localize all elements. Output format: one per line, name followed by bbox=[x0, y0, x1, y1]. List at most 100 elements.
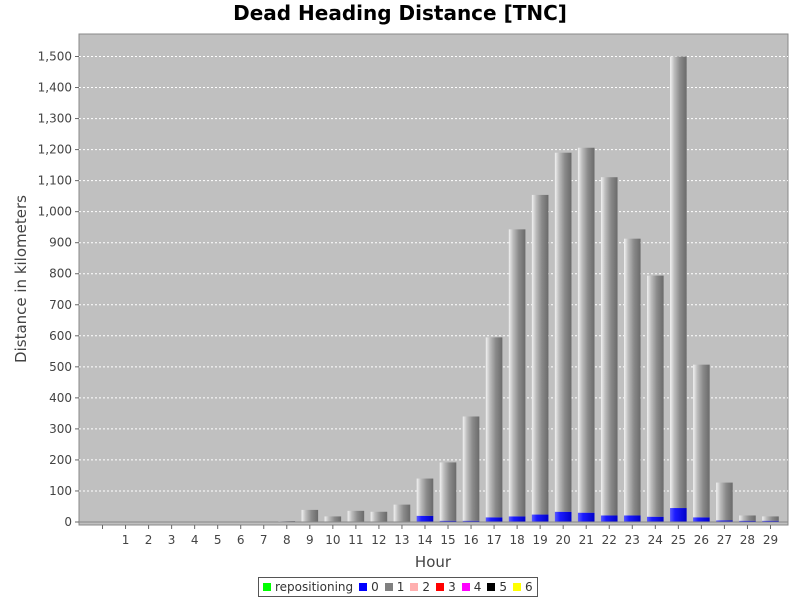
x-tick-label: 27 bbox=[717, 533, 732, 547]
legend-swatch bbox=[487, 583, 496, 591]
y-tick-label: 1,500 bbox=[38, 50, 72, 64]
bar-1-10 bbox=[324, 516, 342, 522]
y-tick-label: 700 bbox=[49, 298, 72, 312]
y-tick-label: 400 bbox=[49, 391, 72, 405]
bar-1-23 bbox=[623, 238, 641, 516]
bar-1-21 bbox=[577, 147, 595, 513]
y-tick-label: 200 bbox=[49, 453, 72, 467]
legend-swatch bbox=[359, 583, 368, 591]
legend-label: 6 bbox=[524, 580, 533, 594]
x-tick-label: 9 bbox=[306, 533, 314, 547]
x-tick-label: 8 bbox=[283, 533, 291, 547]
y-tick-label: 300 bbox=[49, 422, 72, 436]
bar-1-20 bbox=[554, 152, 572, 512]
x-tick-label: 1 bbox=[122, 533, 130, 547]
bar-1-22 bbox=[600, 177, 618, 516]
plot-area bbox=[78, 33, 789, 526]
y-axis: 0 100 200 300 400 500 600 700 800 900 1,000 1,100 1,… bbox=[38, 50, 79, 529]
y-tick-label: 500 bbox=[49, 360, 72, 374]
bar-1-27 bbox=[716, 482, 733, 521]
bar-1-24 bbox=[647, 275, 664, 517]
bar-1-18 bbox=[508, 229, 526, 517]
bar-0-21 bbox=[577, 512, 595, 522]
x-axis-label: Hour bbox=[415, 553, 452, 571]
x-tick-label: 21 bbox=[579, 533, 594, 547]
bar-0-14 bbox=[416, 515, 434, 522]
bar-0-18 bbox=[508, 516, 526, 522]
y-tick-label: 1,000 bbox=[38, 205, 72, 219]
legend-swatch bbox=[410, 583, 419, 591]
x-tick-label: 18 bbox=[509, 533, 524, 547]
legend-item-5: 5 bbox=[487, 580, 507, 594]
bar-0-24 bbox=[647, 516, 664, 522]
bar-0-19 bbox=[531, 514, 549, 522]
bar-0-27 bbox=[716, 520, 733, 522]
bar-0-15 bbox=[439, 520, 457, 522]
bar-1-8 bbox=[278, 521, 296, 522]
y-tick-label: 800 bbox=[49, 267, 72, 281]
x-tick-label: 12 bbox=[371, 533, 386, 547]
x-tick-label: 29 bbox=[763, 533, 778, 547]
bar-1-12 bbox=[370, 511, 388, 522]
x-tick-label: 19 bbox=[533, 533, 548, 547]
legend-label: 2 bbox=[422, 580, 431, 594]
bars bbox=[278, 56, 779, 523]
bar-1-11 bbox=[347, 510, 365, 522]
y-tick-label: 600 bbox=[49, 329, 72, 343]
bar-0-29 bbox=[762, 520, 779, 522]
legend-label: 4 bbox=[473, 580, 482, 594]
x-tick-label: 26 bbox=[694, 533, 709, 547]
x-tick-label: 28 bbox=[740, 533, 755, 547]
legend-item-1: 1 bbox=[384, 580, 405, 594]
x-tick-label: 22 bbox=[602, 533, 617, 547]
y-tick-label: 900 bbox=[49, 236, 72, 250]
chart-title: Dead Heading Distance [TNC] bbox=[233, 1, 567, 25]
bar-1-9 bbox=[301, 509, 319, 522]
legend-swatch bbox=[436, 583, 445, 591]
y-tick-label: 0 bbox=[64, 515, 72, 529]
x-tick-label: 4 bbox=[191, 533, 199, 547]
x-axis: 1 2 3 4 5 6 7 8 9 10 11 12 13 14 15 16 17 18 19 20 21 22 23 24 2… bbox=[79, 521, 788, 547]
legend-swatch bbox=[384, 583, 393, 591]
legend-swatch bbox=[512, 583, 521, 591]
y-axis-label: Distance in kilometers bbox=[12, 195, 30, 363]
bar-1-17 bbox=[485, 337, 503, 518]
y-tick-label: 1,200 bbox=[38, 143, 72, 157]
legend-item-2: 2 bbox=[410, 580, 430, 594]
y-tick-label: 100 bbox=[49, 484, 72, 498]
legend-label: 5 bbox=[499, 580, 507, 594]
bar-1-19 bbox=[531, 194, 549, 515]
x-tick-label: 23 bbox=[625, 533, 640, 547]
bar-0-20 bbox=[554, 511, 572, 522]
x-tick-label: 14 bbox=[417, 533, 432, 547]
x-tick-label: 15 bbox=[440, 533, 455, 547]
legend-swatch bbox=[263, 583, 271, 591]
legend-item-repositioning: repositioning bbox=[263, 580, 353, 594]
x-tick-label: 17 bbox=[486, 533, 501, 547]
x-tick-label: 24 bbox=[648, 533, 663, 547]
bar-1-15 bbox=[439, 462, 457, 521]
x-tick-label: 11 bbox=[348, 533, 363, 547]
bar-0-25 bbox=[670, 508, 687, 522]
legend-item-4: 4 bbox=[461, 580, 482, 594]
bar-1-13 bbox=[393, 504, 411, 522]
y-tick-label: 1,100 bbox=[38, 174, 72, 188]
x-tick-label: 25 bbox=[671, 533, 686, 547]
x-tick-label: 16 bbox=[463, 533, 478, 547]
x-tick-label: 10 bbox=[325, 533, 340, 547]
y-tick-label: 1,300 bbox=[38, 112, 72, 126]
legend-label: repositioning bbox=[275, 580, 354, 594]
legend-label: 0 bbox=[371, 580, 379, 594]
legend: repositioning 0 1 2 3 4 5 6 bbox=[258, 577, 538, 597]
bar-0-23 bbox=[623, 515, 641, 522]
bar-0-28 bbox=[739, 520, 756, 522]
y-tick-label: 1,400 bbox=[38, 81, 72, 95]
legend-label: 3 bbox=[448, 580, 456, 594]
legend-label: 1 bbox=[396, 580, 405, 594]
bar-1-26 bbox=[693, 364, 710, 518]
x-tick-label: 3 bbox=[168, 533, 176, 547]
x-tick-label: 13 bbox=[394, 533, 409, 547]
x-tick-label: 7 bbox=[260, 533, 268, 547]
bar-1-28 bbox=[739, 515, 756, 521]
